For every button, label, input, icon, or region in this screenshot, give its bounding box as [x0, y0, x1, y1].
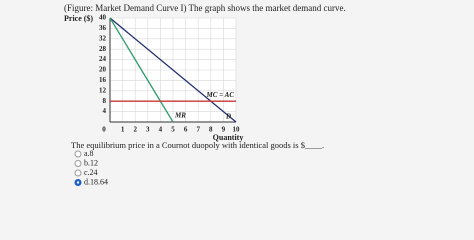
x-tick-label: 8 [209, 126, 213, 134]
line-label: MR [174, 112, 186, 120]
y-tick-label: 20 [99, 66, 107, 74]
x-tick-label: 2 [133, 126, 137, 134]
y-tick-label: 24 [99, 55, 107, 63]
x-tick-label: 3 [146, 126, 150, 134]
y-tick-label: 16 [99, 76, 107, 84]
x-tick-label: 6 [184, 126, 188, 134]
chart-title: (Figure: Market Demand Curve I) The grap… [64, 3, 346, 13]
y-tick-label: 8 [103, 97, 107, 105]
background [0, 0, 474, 201]
question-text: The equilibrium price in a Cournot duopo… [71, 140, 324, 150]
y-tick-label: 40 [99, 14, 107, 22]
line-label: MC = AC [206, 91, 235, 99]
option-label[interactable]: a.8 [84, 149, 94, 158]
x-axis-label: Quantity [213, 133, 244, 142]
series-line [109, 17, 174, 123]
option-label[interactable]: d.18.64 [84, 177, 108, 186]
x-tick-label: 0 [102, 126, 106, 134]
y-tick-label: 32 [99, 34, 107, 42]
x-tick-label: 9 [222, 126, 226, 134]
radio-button[interactable] [74, 150, 82, 158]
option-label[interactable]: b.12 [84, 158, 98, 167]
x-tick-label: 7 [196, 126, 200, 134]
x-tick-label: 1 [121, 126, 125, 134]
x-tick-label: 5 [171, 126, 175, 134]
line-label: D [225, 113, 231, 121]
radio-dot [76, 181, 80, 184]
y-tick-label: 12 [99, 86, 107, 94]
y-tick-label: 36 [99, 24, 107, 32]
x-tick-label: 10 [233, 126, 241, 134]
radio-button[interactable] [74, 160, 82, 167]
y-tick-label: 4 [103, 107, 107, 115]
radio-button[interactable] [74, 169, 82, 177]
option-label[interactable]: c.24 [84, 168, 98, 177]
y-axis-label: Price ($) [64, 14, 93, 23]
x-tick-label: 4 [159, 126, 163, 134]
y-tick-label: 28 [99, 45, 107, 53]
series-line [109, 17, 237, 123]
screen: (Figure: Market Demand Curve I) The grap… [0, 0, 474, 201]
